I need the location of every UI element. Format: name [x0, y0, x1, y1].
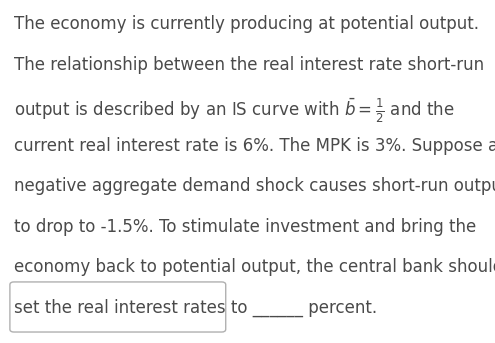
Text: output is described by an IS curve with $\bar{b} = \frac{1}{2}$ and the: output is described by an IS curve with …	[14, 96, 455, 125]
Text: to drop to -1.5%. To stimulate investment and bring the: to drop to -1.5%. To stimulate investmen…	[14, 218, 476, 236]
Text: current real interest rate is 6%. The MPK is 3%. Suppose a: current real interest rate is 6%. The MP…	[14, 137, 495, 155]
Text: economy back to potential output, the central bank should: economy back to potential output, the ce…	[14, 258, 495, 276]
FancyBboxPatch shape	[10, 282, 226, 332]
Text: The economy is currently producing at potential output.: The economy is currently producing at po…	[14, 15, 479, 33]
Text: The relationship between the real interest rate short-run: The relationship between the real intere…	[14, 56, 484, 74]
Text: set the real interest rates to ______ percent.: set the real interest rates to ______ pe…	[14, 299, 377, 317]
Text: negative aggregate demand shock causes short-run output: negative aggregate demand shock causes s…	[14, 177, 495, 195]
